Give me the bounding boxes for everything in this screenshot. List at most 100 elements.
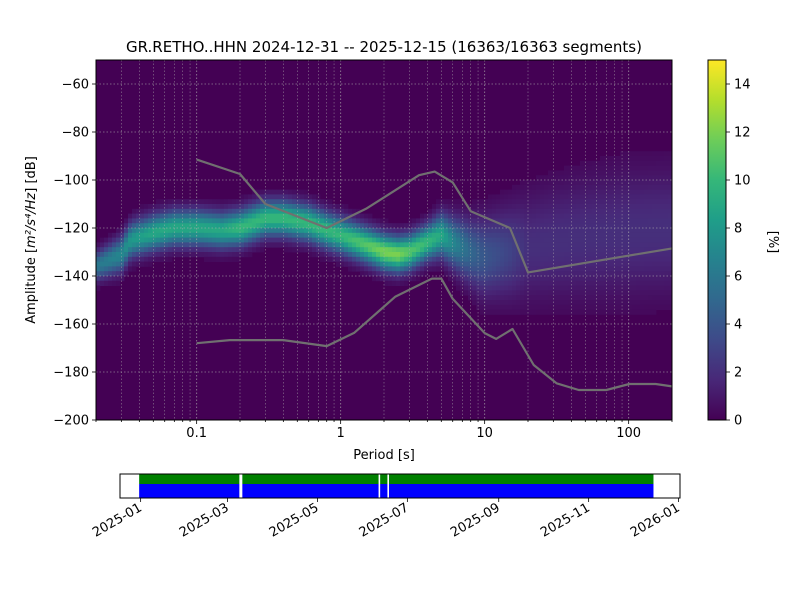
heatmap-cell [444, 261, 449, 267]
heatmap-cell [596, 304, 601, 310]
heatmap-cell [640, 218, 645, 224]
heatmap-cell [396, 237, 401, 243]
heatmap-cell [264, 223, 269, 229]
heatmap-cell [568, 266, 573, 272]
heatmap-cell [312, 228, 317, 234]
heatmap-cell [568, 208, 573, 214]
heatmap-cell [252, 242, 257, 248]
heatmap-cell [488, 256, 493, 262]
heatmap-cell [652, 252, 657, 258]
heatmap-cell [572, 194, 577, 200]
heatmap-cell [312, 242, 317, 248]
heatmap-cell [596, 204, 601, 210]
heatmap-cell [648, 194, 653, 200]
heatmap-cell [260, 204, 265, 210]
heatmap-cell [460, 256, 465, 262]
heatmap-cell [528, 242, 533, 248]
heatmap-cell [224, 218, 229, 224]
y-tick-label: −200 [53, 414, 89, 429]
heatmap-cell [436, 208, 441, 214]
heatmap-cell [572, 199, 577, 205]
heatmap-cell [624, 165, 629, 171]
heatmap-cell [516, 290, 521, 296]
heatmap-cell [284, 189, 289, 195]
heatmap-cell [116, 256, 121, 262]
heatmap-cell [212, 213, 217, 219]
heatmap-cell [388, 242, 393, 248]
heatmap-cell [380, 247, 385, 253]
heatmap-cell [136, 237, 141, 243]
heatmap-cell [564, 295, 569, 301]
heatmap-cell [668, 280, 673, 286]
heatmap-cell [640, 285, 645, 291]
heatmap-cell [528, 256, 533, 262]
heatmap-cell [324, 232, 329, 238]
heatmap-cell [644, 218, 649, 224]
heatmap-cell [664, 237, 669, 243]
heatmap-cell [512, 213, 517, 219]
heatmap-cell [536, 232, 541, 238]
heatmap-cell [668, 252, 673, 258]
heatmap-cell [612, 199, 617, 205]
heatmap-cell [664, 242, 669, 248]
heatmap-cell [556, 208, 561, 214]
heatmap-cell [436, 237, 441, 243]
heatmap-cell [652, 276, 657, 282]
heatmap-cell [280, 228, 285, 234]
heatmap-cell [144, 261, 149, 267]
heatmap-cell [664, 184, 669, 190]
heatmap-cell [268, 223, 273, 229]
heatmap-cell [628, 151, 633, 157]
heatmap-cell [484, 213, 489, 219]
availability-bars [139, 474, 654, 498]
heatmap-cell [620, 204, 625, 210]
heatmap-cell [592, 290, 597, 296]
heatmap-cell [292, 247, 297, 253]
heatmap-cell [492, 237, 497, 243]
heatmap-cell [660, 213, 665, 219]
heatmap-cell [440, 252, 445, 258]
heatmap-cell [504, 285, 509, 291]
heatmap-cell [580, 300, 585, 306]
heatmap-cell [336, 213, 341, 219]
heatmap-cell [568, 170, 573, 176]
heatmap-cell [532, 256, 537, 262]
heatmap-cell [596, 228, 601, 234]
heatmap-cell [196, 252, 201, 258]
heatmap-cell [588, 242, 593, 248]
heatmap-cell [240, 237, 245, 243]
heatmap-cell [500, 218, 505, 224]
heatmap-cell [132, 237, 137, 243]
heatmap-cell [156, 223, 161, 229]
heatmap-cell [504, 276, 509, 282]
heatmap-cell [664, 156, 669, 162]
heatmap-cell [580, 247, 585, 253]
heatmap-cell [656, 266, 661, 272]
heatmap-cell [392, 242, 397, 248]
heatmap-cell [648, 300, 653, 306]
heatmap-cell [528, 300, 533, 306]
heatmap-cell [380, 266, 385, 272]
heatmap-cell [376, 247, 381, 253]
heatmap-cell [620, 276, 625, 282]
heatmap-cell [588, 256, 593, 262]
heatmap-cell [568, 180, 573, 186]
heatmap-cell [420, 213, 425, 219]
heatmap-cell [328, 232, 333, 238]
heatmap-cell [628, 290, 633, 296]
heatmap-cell [224, 247, 229, 253]
heatmap-cell [484, 199, 489, 205]
heatmap-cell [444, 237, 449, 243]
heatmap-cell [272, 199, 277, 205]
heatmap-cell [284, 223, 289, 229]
colorbar-tick-label: 4 [734, 318, 742, 333]
heatmap-cell [500, 261, 505, 267]
heatmap-cell [400, 261, 405, 267]
heatmap-cell [484, 208, 489, 214]
heatmap-cell [416, 228, 421, 234]
heatmap-cell [668, 156, 673, 162]
heatmap-cell [288, 237, 293, 243]
heatmap-cell [176, 252, 181, 258]
heatmap-cell [616, 194, 621, 200]
heatmap-cell [664, 151, 669, 157]
